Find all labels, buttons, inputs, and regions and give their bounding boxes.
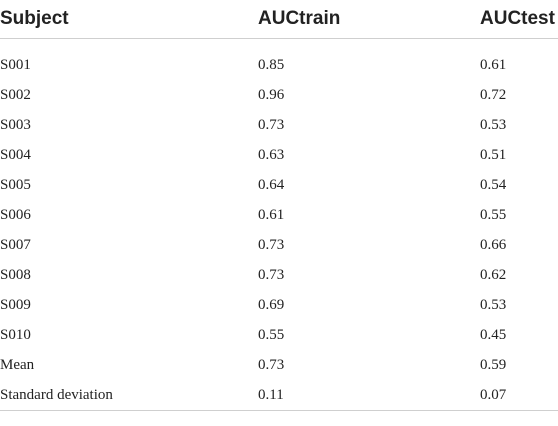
table-row: S010 0.55 0.45 xyxy=(0,320,558,350)
cell-auctrain: 0.63 xyxy=(258,146,285,163)
cell-auctrain: 0.69 xyxy=(258,296,285,313)
cell-subject: S010 xyxy=(0,326,31,343)
cell-auctest: 0.53 xyxy=(480,296,507,313)
cell-subject: S005 xyxy=(0,176,31,193)
cell-subject: S002 xyxy=(0,86,31,103)
cell-subject: Mean xyxy=(0,356,35,373)
cell-auctrain: 0.64 xyxy=(258,176,285,193)
table-row: S002 0.96 0.72 xyxy=(0,80,558,110)
cell-subject: Standard deviation xyxy=(0,380,258,411)
table-row: Standard deviation 0.11 0.07 xyxy=(0,380,558,411)
cell-auctest: 0.53 xyxy=(480,116,507,133)
cell-auctest: 0.07 xyxy=(480,380,558,411)
cell-subject: S007 xyxy=(0,236,31,253)
table-row: S009 0.69 0.53 xyxy=(0,290,558,320)
cell-auctrain: 0.73 xyxy=(258,356,285,373)
cell-auctrain: 0.73 xyxy=(258,116,285,133)
header-auctrain: AUCtrain xyxy=(258,0,480,39)
cell-auctrain: 0.11 xyxy=(258,380,480,411)
cell-auctest: 0.62 xyxy=(480,266,507,283)
cell-subject: S003 xyxy=(0,116,31,133)
cell-auctest: 0.66 xyxy=(480,236,507,253)
table-body: S001 0.85 0.61 S002 0.96 0.72 S003 0.73 0.53 S004… xyxy=(0,39,558,411)
cell-auctest: 0.54 xyxy=(480,176,507,193)
table-row: S003 0.73 0.53 xyxy=(0,110,558,140)
table-row: S006 0.61 0.55 xyxy=(0,200,558,230)
cell-auctrain: 0.55 xyxy=(258,326,285,343)
table-row: S007 0.73 0.66 xyxy=(0,230,558,260)
cell-auctrain: 0.96 xyxy=(258,86,285,103)
header-subject: Subject xyxy=(0,0,258,39)
cell-subject: S001 xyxy=(0,56,31,73)
cell-subject: S009 xyxy=(0,296,31,313)
cell-auctrain: 0.73 xyxy=(258,236,285,253)
cell-subject: S008 xyxy=(0,266,31,283)
table-row: Mean 0.73 0.59 xyxy=(0,350,558,380)
cell-auctest: 0.51 xyxy=(480,146,507,163)
table-row: S005 0.64 0.54 xyxy=(0,170,558,200)
header-row: Subject AUCtrain AUCtest xyxy=(0,0,558,39)
cell-auctrain: 0.61 xyxy=(258,206,285,223)
cell-auctrain: 0.85 xyxy=(258,56,285,73)
auc-results-table: Subject AUCtrain AUCtest S001 0.85 0.61 S00… xyxy=(0,0,558,411)
cell-auctrain: 0.73 xyxy=(258,266,285,283)
cell-subject: S004 xyxy=(0,146,31,163)
cell-auctest: 0.55 xyxy=(480,206,507,223)
cell-auctest: 0.45 xyxy=(480,326,507,343)
table-row: S004 0.63 0.51 xyxy=(0,140,558,170)
header-auctest: AUCtest xyxy=(480,0,558,39)
table-row: S001 0.85 0.61 xyxy=(0,50,558,80)
table-row: S008 0.73 0.62 xyxy=(0,260,558,290)
cell-auctest: 0.61 xyxy=(480,56,507,73)
cell-subject: S006 xyxy=(0,206,31,223)
cell-auctest: 0.72 xyxy=(480,86,507,103)
cell-auctest: 0.59 xyxy=(480,356,507,373)
